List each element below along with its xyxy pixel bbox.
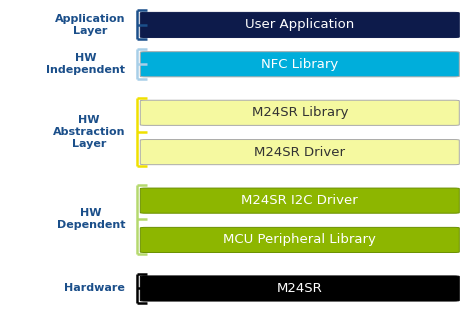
Text: M24SR: M24SR <box>277 282 323 295</box>
FancyBboxPatch shape <box>140 100 459 125</box>
Text: HW
Independent: HW Independent <box>46 53 125 75</box>
Text: User Application: User Application <box>245 19 354 32</box>
FancyBboxPatch shape <box>140 227 459 253</box>
Text: Application
Layer: Application Layer <box>55 14 125 36</box>
Text: NFC Library: NFC Library <box>261 58 338 71</box>
Text: MCU Peripheral Library: MCU Peripheral Library <box>223 234 376 247</box>
Text: HW
Abstraction
Layer: HW Abstraction Layer <box>52 115 125 149</box>
Text: M24SR Library: M24SR Library <box>251 106 348 119</box>
FancyBboxPatch shape <box>140 276 459 301</box>
FancyBboxPatch shape <box>140 52 459 77</box>
FancyBboxPatch shape <box>140 188 459 213</box>
FancyBboxPatch shape <box>140 139 459 165</box>
Text: M24SR Driver: M24SR Driver <box>254 145 345 159</box>
Text: Hardware: Hardware <box>64 284 125 293</box>
Text: M24SR I2C Driver: M24SR I2C Driver <box>241 194 358 207</box>
FancyBboxPatch shape <box>140 12 459 38</box>
Text: HW
Dependent: HW Dependent <box>56 208 125 230</box>
